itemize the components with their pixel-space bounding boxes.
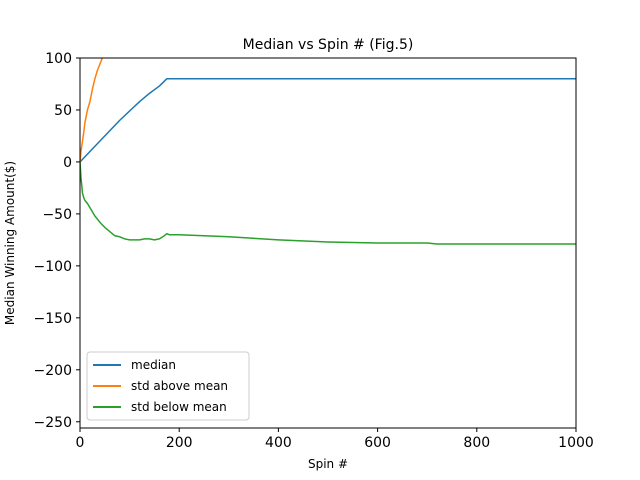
y-tick-label: −50 (42, 207, 72, 223)
y-tick-label: 0 (63, 155, 72, 171)
y-tick-label: −150 (34, 311, 72, 327)
y-tick-label: −250 (34, 415, 72, 431)
x-tick-label: 400 (265, 435, 292, 451)
y-tick-label: −100 (34, 259, 72, 275)
y-axis-ticks: 100 50 0 −50 −100 −150 −200 −250 (34, 51, 80, 431)
x-tick-label: 600 (364, 435, 391, 451)
y-axis-label: Median Winning Amount($) (3, 161, 17, 325)
series-line-std-below-mean (80, 161, 576, 245)
plot-frame (79, 57, 577, 429)
x-tick-label: 0 (76, 435, 85, 451)
y-tick-label: −200 (34, 363, 72, 379)
legend-entry-label: median (131, 358, 176, 372)
series-line-median (80, 78, 576, 163)
y-tick-label: 100 (45, 51, 72, 67)
x-tick-label: 200 (166, 435, 193, 451)
x-tick-label: 1000 (558, 435, 594, 451)
legend-box (86, 351, 250, 421)
x-axis-ticks: 0 200 400 600 800 1000 (76, 428, 594, 451)
series-line-std-above-mean (80, 58, 104, 163)
legend: median std above mean std below mean (86, 351, 250, 421)
y-tick-label: 50 (54, 103, 72, 119)
legend-entry-label: std above mean (131, 379, 228, 393)
x-tick-label: 800 (463, 435, 490, 451)
plot-lines (80, 58, 576, 245)
legend-entry-label: std below mean (131, 400, 227, 414)
chart-title: Median vs Spin # (Fig.5) (243, 37, 414, 53)
x-axis-label: Spin # (308, 457, 348, 471)
